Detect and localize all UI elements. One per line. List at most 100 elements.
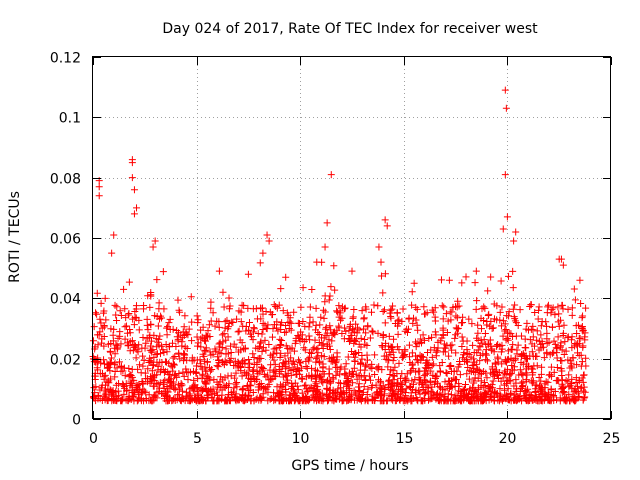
- data-point: [139, 352, 147, 360]
- data-point: [94, 341, 102, 349]
- data-point: [567, 336, 575, 344]
- data-point: [533, 352, 541, 360]
- data-point: [549, 304, 557, 312]
- data-point: [234, 364, 242, 372]
- data-point: [434, 389, 442, 397]
- data-point: [462, 273, 470, 281]
- data-point: [194, 375, 202, 383]
- data-point: [154, 322, 162, 330]
- data-point: [291, 339, 299, 347]
- data-point: [93, 331, 101, 339]
- data-point: [133, 204, 141, 212]
- data-point: [542, 378, 550, 386]
- data-point: [323, 342, 331, 350]
- data-point: [290, 308, 298, 316]
- data-point: [188, 318, 196, 326]
- data-point: [268, 333, 276, 341]
- data-point: [327, 171, 335, 179]
- data-point: [341, 305, 349, 313]
- data-point: [445, 276, 453, 284]
- data-point: [181, 312, 189, 320]
- data-point: [173, 327, 181, 335]
- data-point: [459, 354, 467, 362]
- data-point: [456, 360, 464, 368]
- data-point: [179, 333, 187, 341]
- data-point: [414, 326, 422, 334]
- data-point: [385, 342, 393, 350]
- data-point: [224, 391, 232, 399]
- data-point: [227, 372, 235, 380]
- data-point: [161, 358, 169, 366]
- data-point: [555, 255, 563, 263]
- data-point: [377, 272, 385, 280]
- data-point: [270, 301, 278, 309]
- data-point: [545, 371, 553, 379]
- data-point: [464, 358, 471, 366]
- data-point: [456, 371, 464, 379]
- data-point: [290, 347, 298, 355]
- data-point: [357, 360, 365, 368]
- data-point: [105, 379, 113, 387]
- data-point: [313, 353, 321, 361]
- data-point: [245, 356, 253, 364]
- data-point: [169, 354, 177, 362]
- data-point: [270, 366, 278, 374]
- data-point: [421, 336, 429, 344]
- data-point: [358, 307, 366, 315]
- data-point: [543, 309, 551, 317]
- data-point: [204, 327, 212, 335]
- data-point: [387, 395, 395, 403]
- data-point: [487, 317, 495, 325]
- data-point: [104, 340, 112, 348]
- data-point: [493, 342, 501, 350]
- x-axis-label: GPS time / hours: [291, 458, 408, 474]
- data-point: [298, 364, 306, 372]
- data-point: [514, 341, 522, 349]
- data-point: [238, 339, 246, 347]
- data-point: [550, 368, 558, 376]
- data-point: [497, 277, 505, 285]
- data-point: [379, 333, 387, 341]
- data-point: [155, 335, 163, 343]
- data-point: [481, 395, 489, 403]
- data-point: [501, 327, 509, 335]
- data-point: [160, 385, 168, 393]
- data-point: [389, 302, 397, 310]
- data-point: [237, 394, 245, 402]
- data-point: [364, 322, 372, 330]
- data-point: [218, 391, 226, 399]
- data-point: [135, 316, 143, 324]
- data-point: [284, 318, 292, 326]
- data-point: [457, 396, 465, 404]
- data-point: [551, 340, 559, 348]
- data-point: [95, 192, 103, 200]
- data-point: [187, 293, 195, 301]
- data-point: [374, 365, 382, 373]
- data-point: [258, 395, 266, 403]
- data-point: [112, 311, 120, 319]
- data-point: [318, 377, 326, 385]
- data-point: [522, 369, 530, 377]
- data-point: [537, 340, 545, 348]
- y-tick-label: 0: [72, 413, 81, 429]
- data-point: [547, 391, 555, 399]
- data-point: [452, 324, 460, 332]
- data-point: [531, 309, 539, 317]
- data-point: [244, 270, 252, 278]
- data-point: [454, 297, 462, 305]
- data-point: [325, 296, 333, 304]
- data-point: [117, 397, 125, 405]
- data-point: [485, 310, 493, 318]
- data-point: [453, 314, 461, 322]
- data-point: [266, 375, 274, 383]
- data-point: [389, 367, 397, 375]
- data-point: [582, 354, 590, 362]
- data-point: [333, 307, 341, 315]
- data-point: [287, 366, 295, 374]
- data-point: [568, 364, 576, 372]
- data-point: [473, 334, 481, 342]
- data-point: [224, 325, 232, 333]
- data-point: [216, 384, 224, 392]
- data-point: [226, 397, 234, 405]
- data-point: [482, 369, 490, 377]
